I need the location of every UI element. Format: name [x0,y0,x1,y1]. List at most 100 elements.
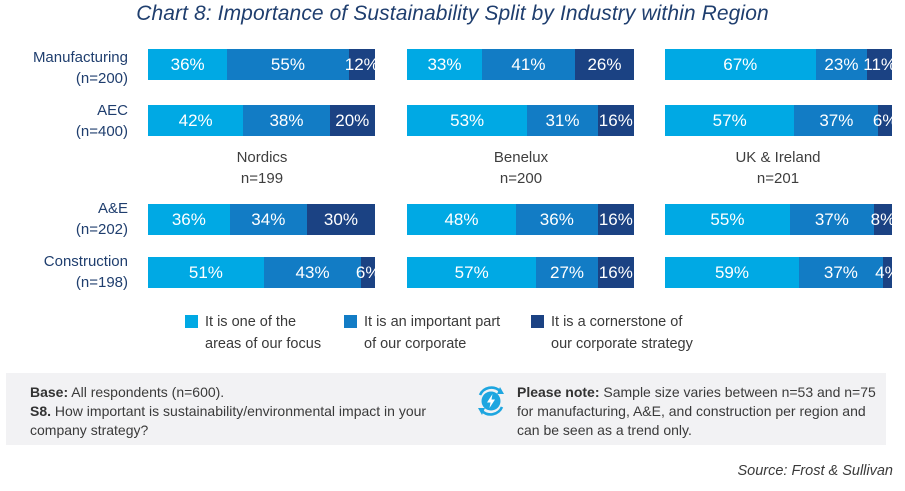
row-label-manufacturing: Manufacturing (n=200) [0,47,128,89]
bar-segment: 55% [665,204,790,235]
data-label: 55% [270,54,305,74]
data-label: 20% [335,110,370,130]
data-label: 57% [454,262,489,282]
data-label: 37% [814,209,849,229]
data-label: 67% [723,54,758,74]
bar-segment: 53% [407,105,528,136]
row-label-name: Construction [43,253,128,270]
region-name: Benelux [493,149,549,166]
bar-segment: 6% [873,105,897,136]
bar-segment: 42% [148,105,244,136]
data-label: 53% [450,110,485,130]
row-label-n: (n=198) [75,274,128,291]
row-label-n: (n=200) [75,70,128,87]
base-label: Base: [30,384,69,400]
bar-segment: 43% [263,257,362,288]
question-text: How important is sustainability/environm… [30,403,427,438]
data-label: 36% [171,209,206,229]
data-label: 59% [714,262,749,282]
bar-segment: 6% [356,257,380,288]
bar-segment: 20% [329,105,375,136]
region-n: n=200 [499,170,543,187]
bar-manufacturing-uk-ireland: 67% 23% 11% [665,49,896,80]
data-label: 12% [344,54,379,74]
legend-text: of our corporate [364,336,467,352]
region-n: n=201 [756,170,800,187]
row-label-aec: AEC (n=400) [0,100,128,142]
data-label: 11% [863,54,897,74]
data-label: 16% [598,209,633,229]
data-label: 6% [872,110,898,130]
data-label: 42% [178,110,213,130]
region-label-benelux: Benelux n=200 [421,147,621,189]
data-label: 55% [710,209,745,229]
row-label-construction: Construction (n=198) [0,251,128,293]
bar-segment: 59% [665,257,799,288]
data-label: 4% [875,262,900,282]
bar-segment: 34% [229,204,307,235]
data-label: 33% [427,54,462,74]
bar-segment: 36% [148,204,230,235]
bar-segment: 11% [863,49,896,80]
bar-segment: 57% [665,105,795,136]
data-label: 30% [323,209,358,229]
data-label: 16% [598,262,633,282]
chart-title: Chart 8: Importance of Sustainability Sp… [136,2,769,25]
data-label: 57% [712,110,747,130]
bar-segment: 16% [597,105,634,136]
bar-segment: 36% [515,204,598,235]
bar-segment: 30% [306,204,375,235]
bar-segment: 33% [407,49,482,80]
data-label: 37% [819,110,854,130]
row-label-n: (n=400) [75,123,128,140]
legend-text: areas of our focus [205,336,322,352]
legend-item-cornerstone: It is a cornerstone of our corporate str… [531,311,693,355]
legend-text: It is one of the [205,314,297,330]
legend-swatch [344,315,357,328]
base-text: All respondents (n=600). [71,384,225,400]
data-label: 23% [824,54,859,74]
bar-segment: 37% [798,257,883,288]
row-label-name: Manufacturing [32,49,128,66]
bar-segment: 36% [148,49,228,80]
data-label: 36% [539,209,574,229]
bar-segment: 51% [148,257,264,288]
notes-panel [6,373,886,445]
row-label-name: A&E [97,200,128,217]
base-note: Base: All respondents (n=600). S8. How i… [30,383,450,440]
data-label: 6% [355,262,381,282]
data-label: 38% [269,110,304,130]
bar-a-e-uk-ireland: 55% 37% 8% [665,204,895,235]
bar-aec-nordics: 42% 38% 20% [148,105,375,136]
bar-segment: 8% [871,204,895,235]
lightning-refresh-icon [473,383,509,419]
legend-item-focus: It is one of the areas of our focus [185,311,321,355]
bar-manufacturing-nordics: 36% 55% 12% [148,49,379,80]
bar-segment: 31% [527,105,598,136]
data-label: 16% [598,110,633,130]
legend-text: our corporate strategy [551,336,693,352]
bar-segment: 16% [597,257,634,288]
data-label: 43% [295,262,330,282]
please-note: Please note: Sample size varies between … [517,383,887,440]
bar-segment: 12% [345,49,379,80]
please-note-text: Sample size varies between n=53 and n=75… [517,384,876,438]
data-label: 8% [870,209,896,229]
bar-segment: 57% [407,257,537,288]
row-label-ae: A&E (n=202) [0,198,128,240]
region-n: n=199 [240,170,284,187]
bar-segment: 41% [481,49,575,80]
bar-segment: 37% [789,204,874,235]
bar-segment: 23% [815,49,868,80]
data-label: 41% [511,54,546,74]
data-label: 37% [823,262,858,282]
data-label: 36% [170,54,205,74]
data-label: 26% [587,54,622,74]
row-label-name: AEC [97,102,128,119]
legend-item-important-part: It is an important part of our corporate [344,311,500,355]
legend-swatch [185,315,198,328]
legend-swatch [531,315,544,328]
please-note-label: Please note: [517,384,600,400]
bar-aec-uk-ireland: 57% 37% 6% [665,105,897,136]
bar-segment: 16% [597,204,634,235]
